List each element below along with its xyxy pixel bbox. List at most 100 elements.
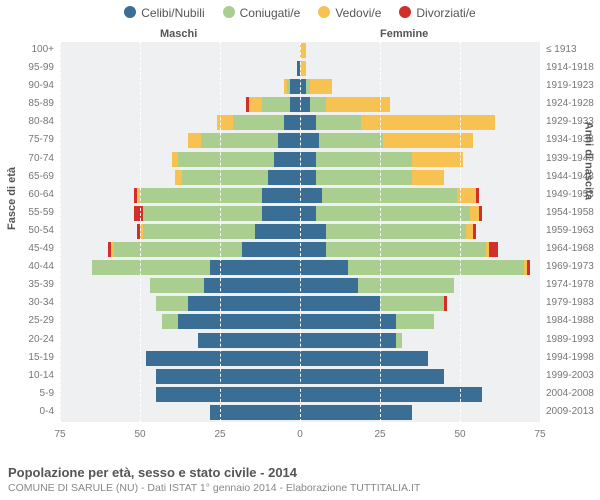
birth-label: 1924-1928 — [546, 98, 600, 109]
bar-coniugati — [162, 314, 178, 329]
legend-item: Divorziati/e — [399, 6, 475, 20]
bar-coniugati — [233, 115, 284, 130]
birth-label: 2009-2013 — [546, 406, 600, 417]
bar-divorziati — [489, 242, 499, 257]
age-label: 75-79 — [14, 134, 54, 145]
bar-celibi — [300, 224, 326, 239]
bar-coniugati — [316, 206, 470, 221]
bar-celibi — [290, 97, 300, 112]
birth-label: 1919-1923 — [546, 80, 600, 91]
bar-vedovi — [412, 170, 444, 185]
age-label: 70-74 — [14, 153, 54, 164]
age-label: 45-49 — [14, 243, 54, 254]
age-label: 55-59 — [14, 207, 54, 218]
bar-celibi — [300, 369, 444, 384]
birth-label: 1914-1918 — [546, 62, 600, 73]
bar-divorziati — [476, 188, 479, 203]
bar-coniugati — [322, 188, 456, 203]
bar-coniugati — [358, 278, 454, 293]
bar-vedovi — [310, 79, 332, 94]
bar-celibi — [300, 152, 316, 167]
bar-divorziati — [134, 206, 144, 221]
bar-coniugati — [143, 206, 261, 221]
birth-label: 1954-1958 — [546, 207, 600, 218]
bar-coniugati — [114, 242, 242, 257]
bar-coniugati — [140, 188, 262, 203]
bar-celibi — [278, 133, 300, 148]
bar-celibi — [156, 387, 300, 402]
y-axis-title-right: Anni di nascita — [582, 122, 594, 200]
female-header: Femmine — [380, 28, 428, 40]
legend: Celibi/NubiliConiugati/eVedovi/eDivorzia… — [0, 0, 600, 22]
age-label: 35-39 — [14, 279, 54, 290]
y-axis-title-left: Fasce di età — [6, 167, 18, 230]
bar-celibi — [300, 170, 316, 185]
age-label: 100+ — [14, 44, 54, 55]
age-label: 95-99 — [14, 62, 54, 73]
chart-subtitle: COMUNE DI SARULE (NU) - Dati ISTAT 1° ge… — [8, 482, 592, 494]
birth-label: 1999-2003 — [546, 370, 600, 381]
chart-title: Popolazione per età, sesso e stato civil… — [8, 465, 592, 480]
bar-celibi — [300, 405, 412, 420]
bar-celibi — [188, 296, 300, 311]
age-label: 20-24 — [14, 334, 54, 345]
bar-vedovi — [172, 152, 178, 167]
x-tick: 75 — [54, 429, 65, 440]
bar-coniugati — [316, 170, 412, 185]
bar-divorziati — [444, 296, 447, 311]
bar-coniugati — [396, 314, 434, 329]
bar-coniugati — [380, 296, 444, 311]
birth-label: 1994-1998 — [546, 352, 600, 363]
age-label: 85-89 — [14, 98, 54, 109]
bar-coniugati — [178, 152, 274, 167]
bar-celibi — [300, 278, 358, 293]
bar-celibi — [268, 170, 300, 185]
bar-coniugati — [326, 242, 486, 257]
bar-celibi — [242, 242, 300, 257]
age-label: 5-9 — [14, 388, 54, 399]
bar-coniugati — [262, 97, 291, 112]
bar-celibi — [300, 242, 326, 257]
birth-label: 1964-1968 — [546, 243, 600, 254]
bar-coniugati — [396, 333, 402, 348]
age-label: 25-29 — [14, 315, 54, 326]
birth-label: 1984-1988 — [546, 315, 600, 326]
bar-divorziati — [479, 206, 482, 221]
bar-celibi — [178, 314, 300, 329]
bar-celibi — [210, 405, 300, 420]
bar-celibi — [300, 260, 348, 275]
bar-celibi — [300, 387, 482, 402]
bar-celibi — [255, 224, 300, 239]
male-header: Maschi — [160, 28, 197, 40]
bar-divorziati — [108, 242, 111, 257]
bar-celibi — [156, 369, 300, 384]
birth-label: 1974-1978 — [546, 279, 600, 290]
bar-coniugati — [92, 260, 210, 275]
x-tick: 75 — [534, 429, 545, 440]
birth-label: 1989-1993 — [546, 334, 600, 345]
population-pyramid: Maschi Femmine 7550250255075 100+≤ 19139… — [60, 28, 540, 443]
legend-item: Vedovi/e — [318, 6, 381, 20]
bar-divorziati — [527, 260, 530, 275]
bar-celibi — [290, 79, 300, 94]
bar-divorziati — [134, 188, 137, 203]
birth-label: 1979-1983 — [546, 297, 600, 308]
bar-coniugati — [150, 278, 204, 293]
bar-coniugati — [156, 296, 188, 311]
x-tick: 50 — [134, 429, 145, 440]
birth-label: ≤ 1913 — [546, 44, 600, 55]
legend-item: Celibi/Nubili — [124, 6, 204, 20]
age-label: 30-34 — [14, 297, 54, 308]
chart-footer: Popolazione per età, sesso e stato civil… — [8, 465, 592, 494]
bar-celibi — [300, 296, 380, 311]
x-tick: 25 — [374, 429, 385, 440]
bar-coniugati — [326, 224, 467, 239]
bar-vedovi — [249, 97, 262, 112]
age-label: 90-94 — [14, 80, 54, 91]
birth-label: 1959-1963 — [546, 225, 600, 236]
bar-celibi — [204, 278, 300, 293]
age-label: 50-54 — [14, 225, 54, 236]
x-axis-ticks: 7550250255075 — [60, 427, 540, 443]
bar-celibi — [284, 115, 300, 130]
bar-celibi — [300, 351, 428, 366]
